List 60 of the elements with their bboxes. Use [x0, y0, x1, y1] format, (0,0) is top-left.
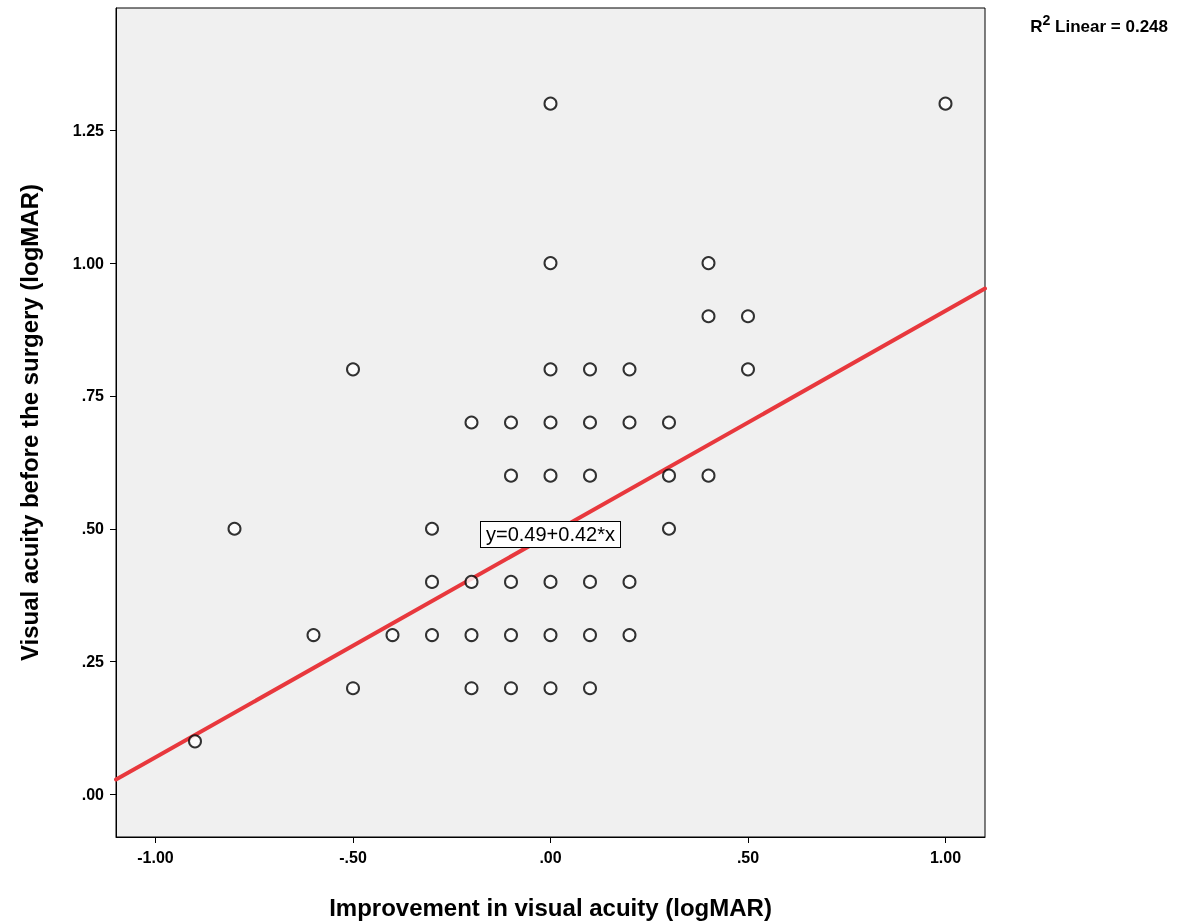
x-axis-title: Improvement in visual acuity (logMAR)	[329, 893, 772, 921]
annotation: y=0.49+0.42*x	[480, 520, 621, 548]
point	[543, 362, 558, 377]
y-tick-label: 1.00	[72, 254, 105, 272]
point	[583, 681, 597, 696]
point	[504, 415, 518, 430]
point	[504, 628, 518, 643]
point	[543, 256, 558, 271]
x-tick-label: -1.00	[137, 848, 174, 866]
point	[346, 681, 360, 696]
point	[425, 521, 439, 536]
point	[425, 574, 439, 589]
point	[543, 96, 558, 111]
point	[385, 628, 400, 643]
x-tick-label: 1.00	[929, 848, 962, 866]
point	[543, 681, 558, 696]
point	[662, 468, 676, 483]
point	[543, 415, 558, 430]
point	[464, 681, 479, 696]
point	[504, 468, 518, 483]
point	[504, 574, 518, 589]
point	[622, 628, 637, 643]
point	[662, 415, 676, 430]
point	[938, 96, 953, 111]
point	[741, 309, 755, 324]
point	[662, 521, 676, 536]
y-tick-label: .75	[81, 387, 105, 405]
point	[504, 681, 518, 696]
point	[464, 628, 479, 643]
point	[701, 309, 716, 324]
point	[583, 468, 597, 483]
point	[464, 574, 479, 589]
point	[543, 628, 558, 643]
point	[741, 362, 755, 377]
point	[622, 574, 637, 589]
point	[701, 256, 716, 271]
y-tick-label: 1.25	[72, 121, 105, 139]
point	[583, 628, 597, 643]
point	[464, 415, 479, 430]
y-tick-label: .25	[81, 653, 105, 671]
y-tick-label: .50	[81, 520, 105, 538]
point	[346, 362, 360, 377]
point	[583, 415, 597, 430]
point	[425, 628, 439, 643]
point	[543, 574, 558, 589]
point	[188, 734, 202, 749]
point	[583, 362, 597, 377]
x-tick-label: -.50	[339, 848, 367, 866]
y-axis-title: Visual acuity before the surgery (logMAR)	[15, 184, 43, 661]
point	[227, 521, 242, 536]
point	[306, 628, 321, 643]
x-tick-label: .00	[539, 848, 562, 866]
point	[622, 415, 637, 430]
y-tick-label: .00	[81, 785, 105, 803]
text: R$^{2}$ Linear = 0.248	[1030, 12, 1168, 37]
point	[701, 468, 716, 483]
point	[622, 362, 637, 377]
x-tick-label: .50	[736, 848, 760, 866]
point	[583, 574, 597, 589]
point	[543, 468, 558, 483]
